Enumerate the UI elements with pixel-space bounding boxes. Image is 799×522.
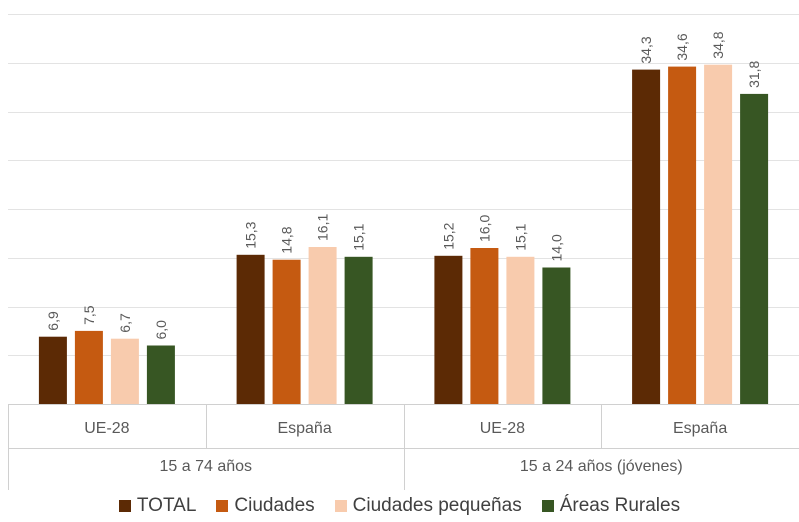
- data-label: 15,3: [243, 221, 259, 248]
- legend-label: Ciudades pequeñas: [352, 495, 522, 516]
- data-label: 34,3: [638, 36, 654, 63]
- legend-label: Áreas Rurales: [559, 495, 681, 516]
- data-label: 15,2: [440, 222, 456, 249]
- data-label: 16,0: [476, 215, 492, 242]
- data-label: 15,1: [512, 223, 528, 250]
- x-group-label: 15 a 74 años: [160, 458, 253, 475]
- bar: [434, 255, 463, 404]
- data-label: 7,5: [81, 305, 97, 325]
- data-label: 6,7: [117, 313, 133, 333]
- data-label: 6,9: [45, 311, 61, 331]
- legend-label: Ciudades: [234, 495, 315, 516]
- data-label: 34,6: [674, 33, 690, 60]
- x-tick-label: UE-28: [84, 420, 129, 437]
- legend-item: Ciudades pequeñas: [334, 495, 522, 517]
- bar: [344, 256, 373, 404]
- x-tick-label: España: [673, 420, 727, 437]
- x-tick-label: UE-28: [480, 420, 525, 437]
- x-group-label: 15 a 24 años (jóvenes): [520, 458, 683, 475]
- bar: [146, 345, 175, 404]
- legend-item: TOTAL: [118, 495, 197, 517]
- bar: [740, 93, 769, 405]
- bar: [308, 247, 337, 404]
- bar: [110, 338, 139, 404]
- data-label: 31,8: [746, 60, 762, 87]
- bar: [38, 336, 67, 404]
- data-label: 6,0: [153, 320, 169, 340]
- legend-item: Ciudades: [216, 495, 315, 517]
- bar: [704, 64, 733, 404]
- legend-swatch: [541, 500, 554, 512]
- data-label: 15,1: [351, 223, 367, 250]
- legend-swatch: [118, 500, 131, 512]
- data-label: 34,8: [710, 31, 726, 58]
- data-label: 14,0: [548, 234, 564, 261]
- x-tick-label: España: [277, 420, 331, 437]
- bar: [506, 256, 535, 404]
- data-label: 16,1: [315, 214, 331, 241]
- bar: [272, 259, 301, 404]
- bar: [236, 254, 265, 404]
- bar-chart: 6,9 7,5 6,7 6,0 15,3 14,8 16,1 15,1 15,2 16,0 15,1…: [8, 14, 799, 490]
- bar: [542, 267, 571, 404]
- legend-label: TOTAL: [136, 495, 197, 516]
- bar: [632, 69, 661, 404]
- bar: [74, 330, 103, 404]
- legend-swatch: [334, 500, 347, 512]
- bar: [668, 66, 697, 404]
- data-label: 14,8: [279, 226, 295, 253]
- bar: [470, 248, 499, 404]
- legend-swatch: [216, 500, 229, 512]
- legend: TOTAL Ciudades Ciudades pequeñas Áreas Rura…: [0, 491, 799, 521]
- legend-item: Áreas Rurales: [541, 495, 681, 517]
